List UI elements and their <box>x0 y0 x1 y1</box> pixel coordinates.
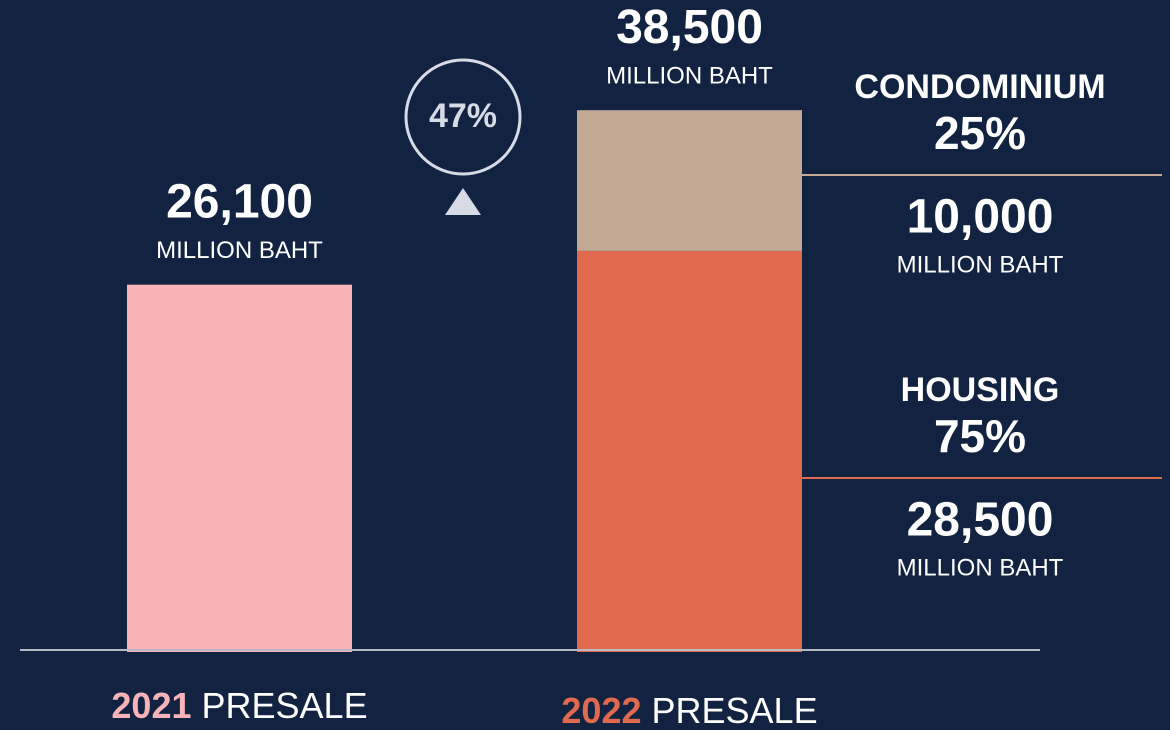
segment-value: 10,000 <box>907 191 1054 244</box>
total-label: 38,500 <box>616 1 763 54</box>
unit-label: MILLION BAHT <box>897 554 1064 581</box>
category-suffix: PRESALE <box>652 690 818 730</box>
x-tick-label: 2021 PRESALE <box>111 685 367 726</box>
bar <box>127 284 352 652</box>
up-arrow <box>445 188 481 215</box>
unit-label: MILLION BAHT <box>156 237 323 264</box>
segment-name: HOUSING <box>901 371 1060 409</box>
segment-value: 28,500 <box>907 494 1054 547</box>
segment-share: 25% <box>934 107 1026 159</box>
bar-segment <box>577 250 802 653</box>
unit-label: MILLION BAHT <box>897 251 1064 278</box>
bar-segment <box>577 110 802 251</box>
category-year: 2021 <box>111 685 191 726</box>
total-label: 26,100 <box>166 175 313 228</box>
category-suffix: PRESALE <box>202 685 368 726</box>
change-label: 47% <box>429 97 497 135</box>
segment-share: 75% <box>934 410 1026 462</box>
x-tick-label: 2022 PRESALE <box>561 690 817 730</box>
category-year: 2022 <box>561 690 641 730</box>
segment-name: CONDOMINIUM <box>854 68 1105 106</box>
change-circle <box>404 58 522 176</box>
unit-label: MILLION BAHT <box>606 63 773 90</box>
